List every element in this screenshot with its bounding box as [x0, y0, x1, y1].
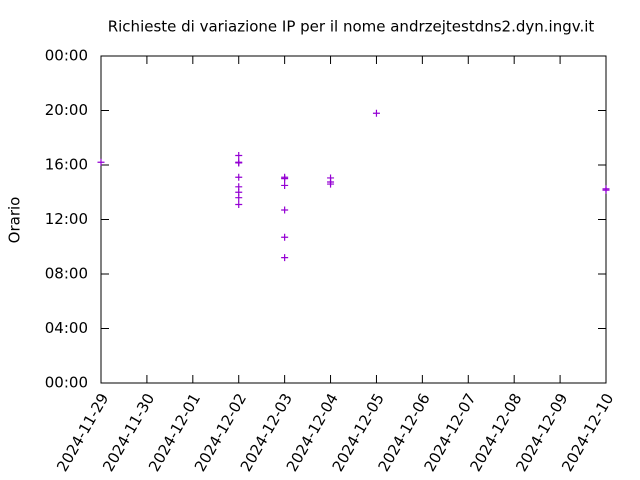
y-tick-label: 00:00 — [45, 47, 88, 65]
y-tick-label: 12:00 — [45, 210, 88, 228]
point — [235, 151, 243, 159]
y-tick-label: 00:00 — [45, 374, 88, 392]
point — [281, 206, 289, 214]
y-tick-label: 04:00 — [45, 319, 88, 337]
chart-title: Richieste di variazione IP per il nome a… — [108, 18, 595, 36]
point — [372, 109, 380, 117]
point — [235, 194, 243, 202]
y-axis-label: Orario — [6, 197, 24, 244]
point — [281, 181, 289, 189]
point — [281, 254, 289, 262]
point — [235, 173, 243, 181]
y-tick-label: 16:00 — [45, 156, 88, 174]
point — [602, 186, 610, 194]
y-tick-label: 20:00 — [45, 101, 88, 119]
point — [235, 201, 243, 209]
point — [97, 158, 105, 166]
point — [281, 233, 289, 241]
plot-frame — [100, 55, 607, 384]
y-tick-label: 08:00 — [45, 265, 88, 283]
point — [235, 159, 243, 167]
point — [281, 175, 289, 183]
point — [327, 180, 335, 188]
